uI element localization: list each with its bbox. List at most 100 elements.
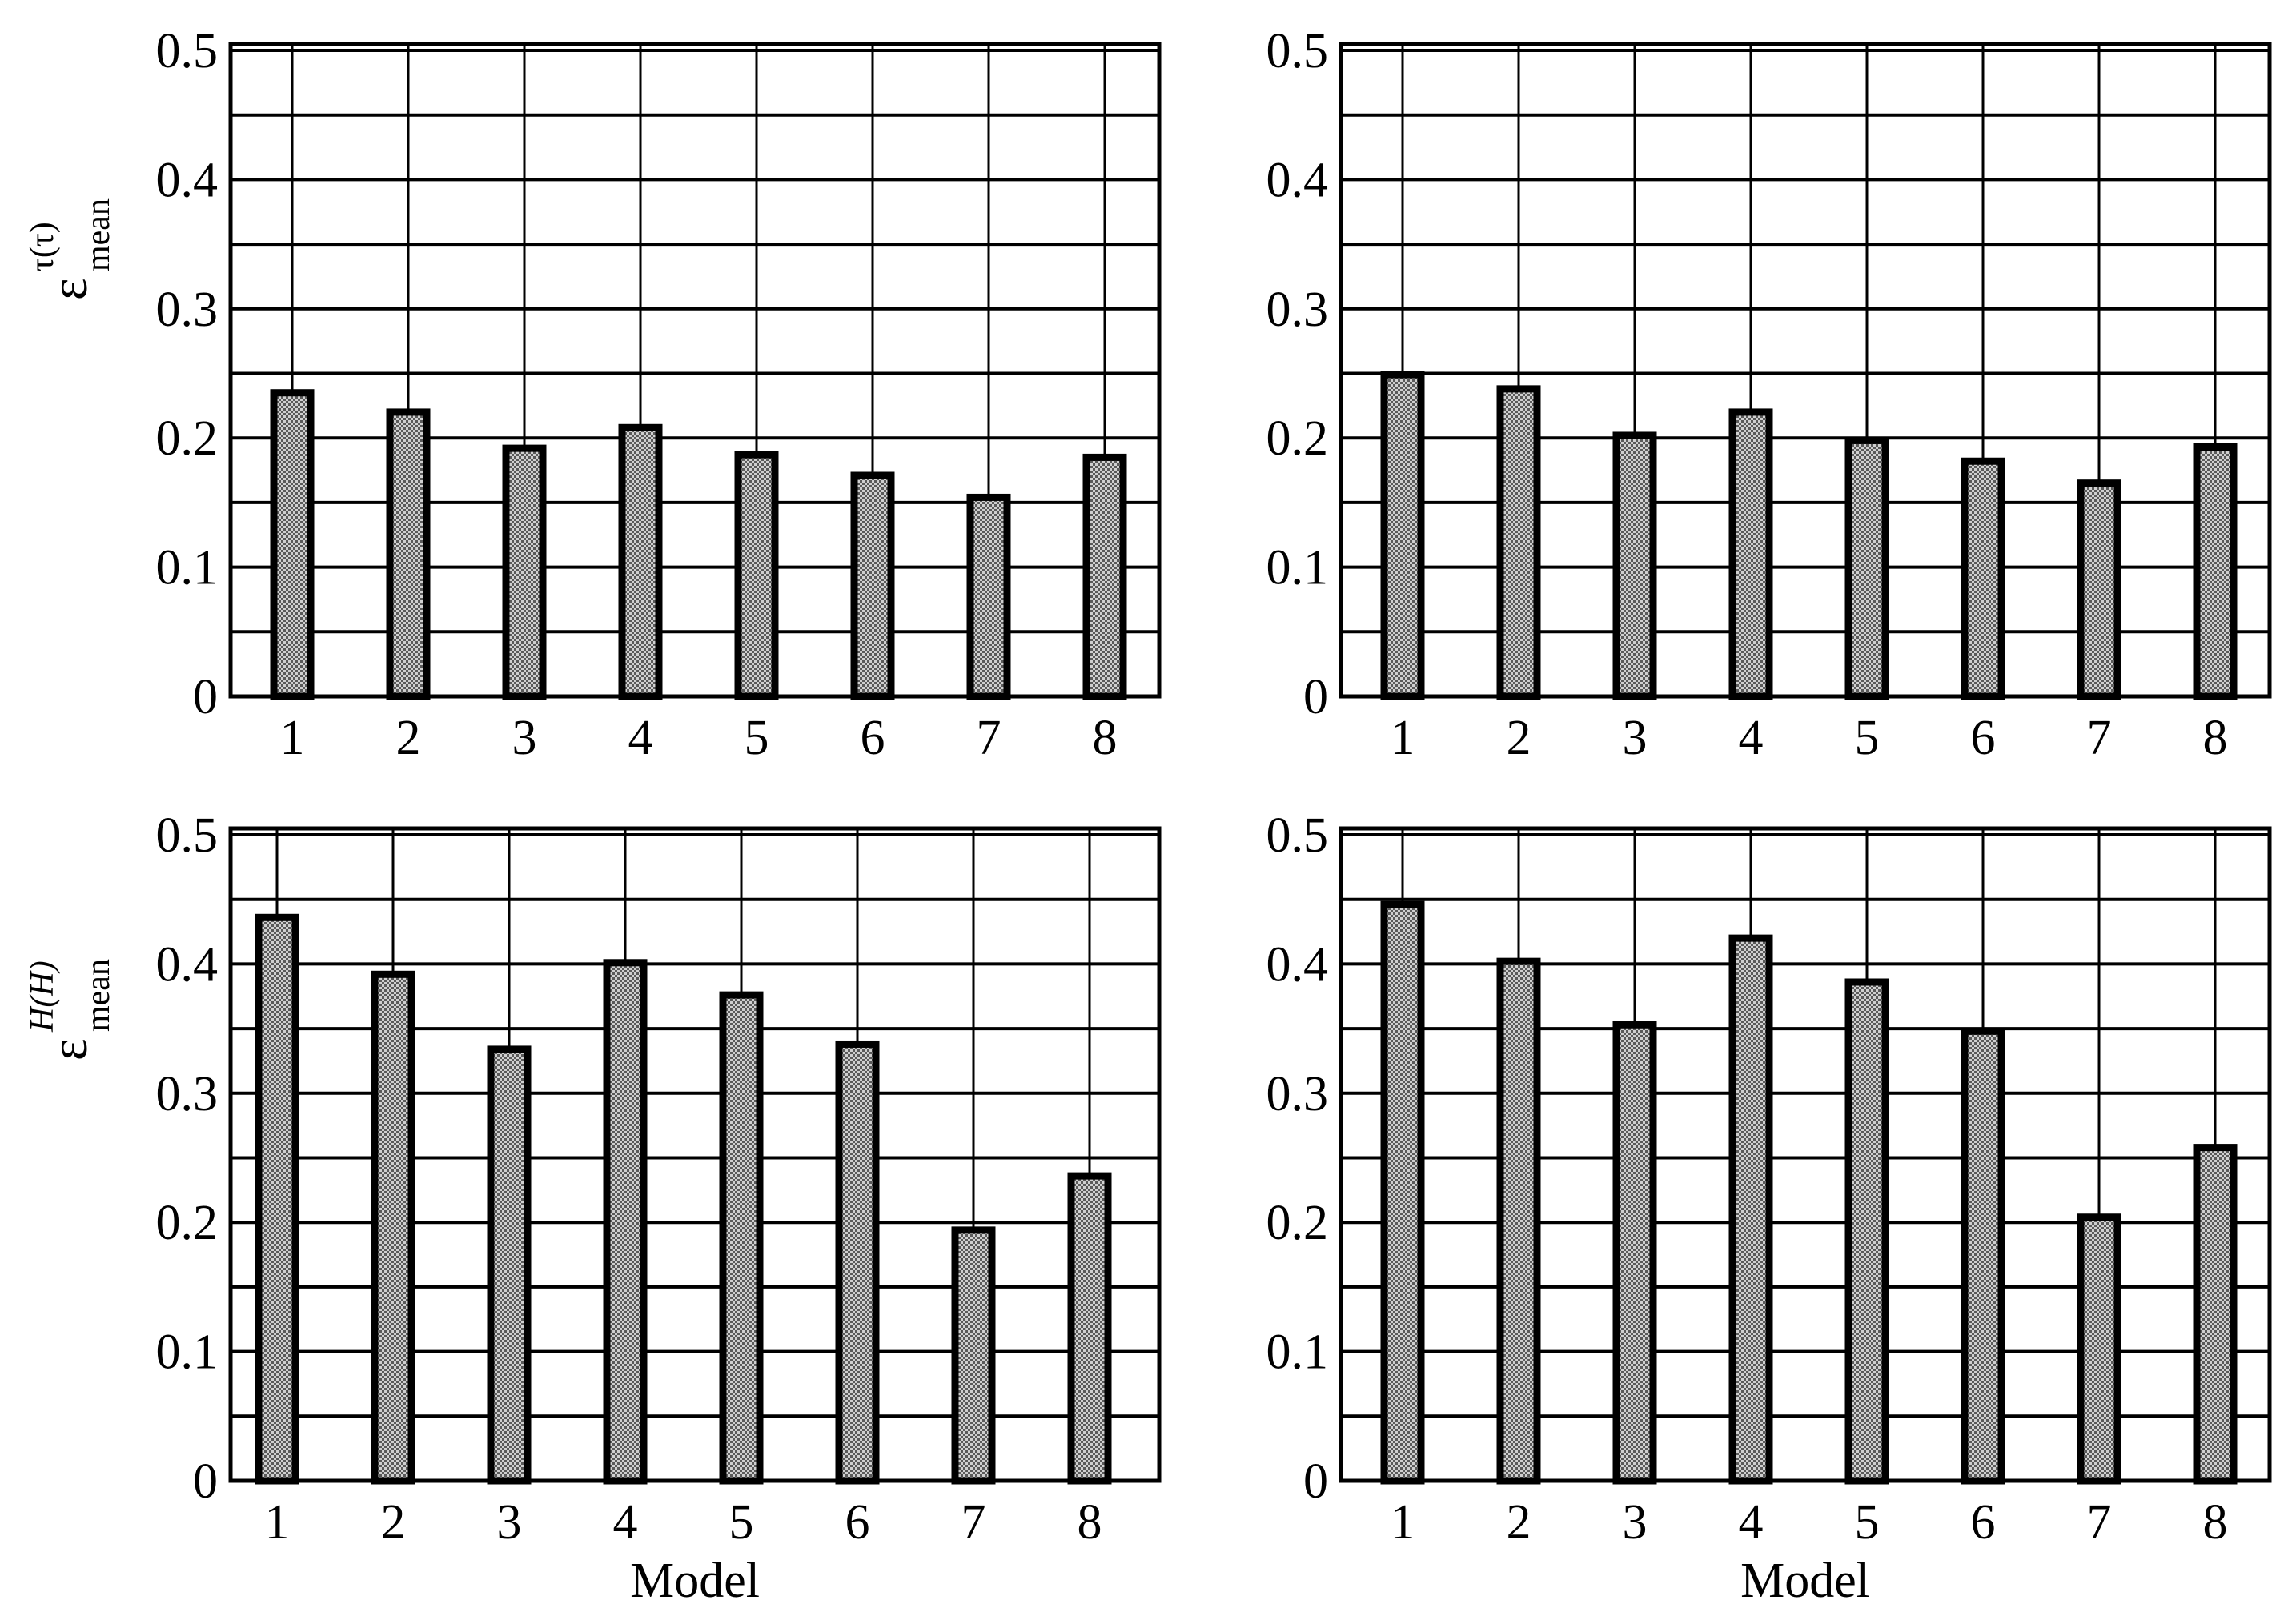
x-tick-label: 2 [1507,1495,1531,1550]
x-tick-label: 5 [729,1495,754,1550]
y-axis-label-symbol: ε [40,1038,98,1061]
chart-panel-2: 0 0.1 0.2 0.3 0.4 0.5 1 2 3 4 5 6 7 8 [1266,24,2272,765]
bar-model-6 [1961,457,2005,700]
y-axis-label: ε τ(τ) mean [24,198,117,300]
bar-model-7 [951,1226,996,1485]
plot-frame [228,826,1162,1483]
y-tick-label: 0.1 [156,1325,219,1380]
bar-model-4 [1728,934,1773,1485]
bar-model-1 [270,389,315,700]
y-axis-label-symbol: ε [40,278,98,300]
x-tick-label: 6 [1971,711,1996,765]
bar-model-8 [2193,443,2238,700]
bar-model-4 [618,423,663,700]
y-axis-label: ε H(H) mean [24,959,117,1061]
y-axis-label-superscript: τ(τ) [24,222,61,271]
bar-model-1 [255,913,299,1485]
y-axis-label-subscript: mean [80,198,117,271]
x-tick-label: 4 [613,1495,638,1550]
y-tick-label: 0.2 [156,411,219,466]
plot-frame [228,42,1162,699]
chart-panels: 0 0.1 0.2 0.3 0.4 0.5 1 2 3 4 5 6 7 8 ε τ(τ) mean 0 0.1 0.2… [24,24,2272,1608]
bar-model-6 [1961,1027,2005,1485]
bar-model-5 [734,451,779,700]
x-tick-label: 1 [1391,1495,1415,1550]
y-tick-label: 0 [193,670,218,724]
x-tick-label: 4 [1739,1495,1764,1550]
y-tick-label: 0.4 [1266,937,1329,992]
bar-model-2 [386,408,431,700]
x-tick-label: 7 [961,1495,986,1550]
x-tick-label: 5 [1855,711,1880,765]
x-axis-title: Model [1740,1554,1870,1608]
x-tick-label: 5 [1855,1495,1880,1550]
x-tick-label: 8 [1093,711,1118,765]
y-tick-label: 0.3 [1266,283,1329,337]
bar-model-2 [371,970,415,1485]
bar-model-5 [1844,978,1889,1485]
y-tick-label: 0.3 [1266,1067,1329,1121]
bar-model-4 [1728,408,1773,700]
x-tick-label: 3 [1623,711,1648,765]
y-tick-label: 0.3 [156,283,219,337]
bar-model-7 [966,493,1011,700]
x-tick-label: 8 [1078,1495,1102,1550]
y-tick-label: 0.2 [1266,1196,1329,1250]
plot-frame [1339,826,2272,1483]
x-tick-label: 4 [628,711,653,765]
y-tick-label: 0 [1303,670,1328,724]
bar-model-7 [2077,479,2121,700]
y-tick-label: 0.2 [1266,411,1329,466]
x-tick-label: 3 [1623,1495,1648,1550]
bar-model-2 [1496,957,1541,1485]
y-tick-label: 0.5 [156,24,219,78]
y-tick-label: 0.3 [156,1067,219,1121]
x-tick-label: 3 [512,711,537,765]
y-tick-label: 0.2 [156,1196,219,1250]
y-tick-label: 0.1 [156,541,219,595]
y-tick-label: 0.5 [1266,808,1329,863]
y-tick-label: 0.5 [156,808,219,863]
bar-model-6 [850,471,895,700]
x-tick-label: 1 [280,711,305,765]
x-tick-label: 2 [1507,711,1531,765]
bar-model-1 [1380,371,1425,700]
x-tick-label: 8 [2203,711,2228,765]
bar-model-3 [1612,431,1657,700]
x-tick-label: 7 [977,711,1001,765]
y-tick-label: 0.1 [1266,541,1329,595]
y-axis-label-subscript: mean [80,959,117,1032]
bar-model-3 [502,444,547,700]
y-tick-label: 0.5 [1266,24,1329,78]
x-tick-label: 1 [265,1495,290,1550]
x-tick-label: 4 [1739,711,1764,765]
x-tick-label: 7 [2087,1495,2112,1550]
y-tick-label: 0.1 [1266,1325,1329,1380]
plot-frame [1339,42,2272,699]
bar-model-8 [1082,453,1127,700]
x-tick-label: 7 [2087,711,2112,765]
x-tick-label: 2 [381,1495,406,1550]
x-axis-title: Model [630,1554,760,1608]
bar-model-8 [1067,1172,1112,1485]
x-tick-label: 5 [745,711,769,765]
chart-panel-4: 0 0.1 0.2 0.3 0.4 0.5 1 2 3 4 5 6 7 8 Model [1266,808,2272,1608]
bar-model-4 [603,959,648,1485]
bar-model-5 [719,991,764,1485]
x-tick-label: 2 [396,711,421,765]
x-tick-label: 3 [497,1495,522,1550]
bar-model-1 [1380,900,1425,1485]
x-tick-label: 1 [1391,711,1415,765]
chart-panel-3: 0 0.1 0.2 0.3 0.4 0.5 1 2 3 4 5 6 7 8 Model ε H(H) mean [24,808,1162,1608]
bar-model-8 [2193,1144,2238,1485]
bar-model-6 [835,1040,880,1485]
chart-panel-1: 0 0.1 0.2 0.3 0.4 0.5 1 2 3 4 5 6 7 8 ε τ(τ) mean [24,24,1162,765]
bar-model-5 [1844,436,1889,700]
y-tick-label: 0 [193,1454,218,1509]
x-tick-label: 6 [1971,1495,1996,1550]
y-tick-label: 0.4 [156,153,219,207]
y-tick-label: 0.4 [156,937,219,992]
y-axis-label-superscript: H(H) [24,960,61,1033]
y-tick-label: 0 [1303,1454,1328,1509]
